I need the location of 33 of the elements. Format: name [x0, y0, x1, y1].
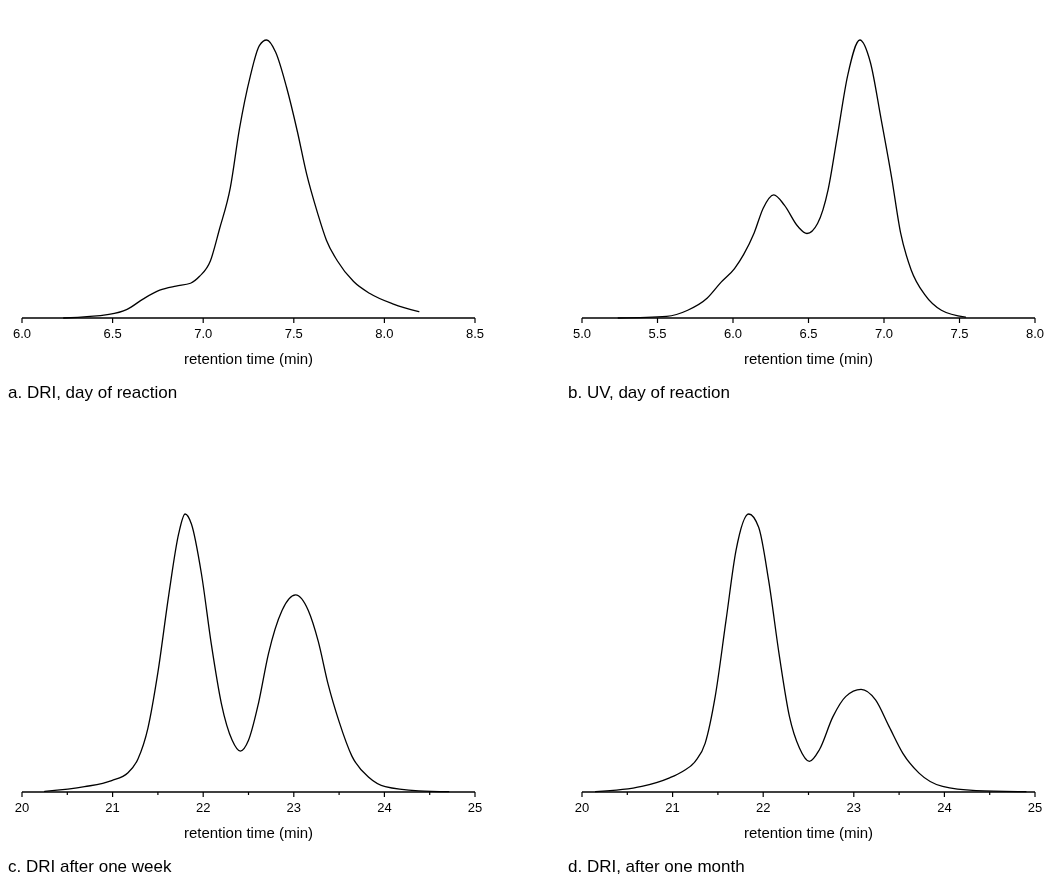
x-tick-label: 7.5	[950, 326, 969, 341]
x-tick-label: 25	[467, 800, 483, 815]
x-tick-label: 20	[14, 800, 30, 815]
x-tick-label: 8.0	[375, 326, 394, 341]
text: a. DRI, day of reaction	[8, 383, 178, 402]
x-tick-label: 22	[195, 800, 211, 815]
x-tick-label: 22	[755, 800, 771, 815]
x-tick-label: 24	[377, 800, 392, 815]
x-axis-title: retention time (min)	[743, 824, 874, 841]
x-tick-label: 24	[937, 800, 952, 815]
x-tick-label: 6.0	[12, 326, 32, 341]
x-tick-label: 8.0	[1025, 326, 1045, 341]
x-tick-label: 5.0	[572, 326, 592, 341]
x-tick-label: 6.5	[103, 326, 122, 341]
x-axis-title: retention time (min)	[743, 350, 874, 367]
x-tick-label: 5.5	[648, 326, 667, 341]
x-tick-label: 21	[665, 800, 680, 815]
x-tick-label: 23	[286, 800, 302, 815]
x-tick-label: 8.5	[465, 326, 485, 341]
x-tick-label: 20	[574, 800, 590, 815]
x-tick-label: 7.5	[284, 326, 303, 341]
x-axis-title: retention time (min)	[183, 350, 314, 367]
text: d. DRI, after one month	[568, 857, 745, 876]
text: c. DRI after one week	[8, 857, 172, 876]
x-tick-label: 7.0	[874, 326, 894, 341]
x-tick-label: 6.0	[723, 326, 743, 341]
x-axis-title: retention time (min)	[183, 824, 314, 841]
x-tick-label: 21	[105, 800, 120, 815]
text: b. UV, day of reaction	[568, 383, 730, 402]
x-tick-label: 6.5	[799, 326, 818, 341]
x-tick-label: 25	[1027, 800, 1043, 815]
x-tick-label: 7.0	[194, 326, 213, 341]
x-tick-label: 23	[846, 800, 862, 815]
